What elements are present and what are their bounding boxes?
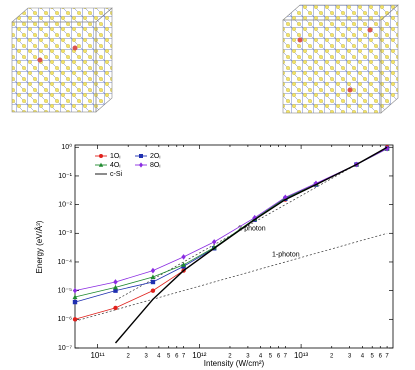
- legend-label: c-Si: [110, 171, 123, 178]
- x-tick-label: 5: [269, 354, 273, 360]
- x-tick-label: 3: [144, 354, 148, 360]
- marker: [113, 284, 118, 290]
- legend-marker: [139, 154, 143, 158]
- marker: [113, 305, 118, 311]
- y-tick-label: 10⁻⁴: [58, 259, 73, 266]
- structure-left: [11, 7, 113, 113]
- plot-frame: [74, 144, 394, 349]
- x-tick-label: 3: [348, 354, 352, 360]
- y-tick-label: 10⁻⁵: [58, 287, 72, 294]
- reference-line: [74, 232, 388, 322]
- x-tick-label: 6: [277, 354, 281, 360]
- x-tick-label: 5: [167, 354, 171, 360]
- y-tick-label: 10⁻²: [58, 201, 72, 208]
- structure-right: [282, 4, 399, 114]
- y-tick-label: 10⁰: [61, 143, 72, 151]
- x-tick-label: 2: [228, 354, 232, 360]
- legend-marker: [139, 162, 143, 168]
- marker: [150, 279, 156, 285]
- legend-label: 8Oᵢ: [150, 162, 160, 169]
- x-tick-label: 4: [259, 354, 263, 360]
- marker: [150, 274, 156, 279]
- x-tick-label: 4: [157, 354, 161, 360]
- x-axis-label: Intensity (W/cm²): [204, 359, 265, 368]
- legend-label: 4Oᵢ: [110, 162, 120, 169]
- y-tick-label: 10⁻¹: [58, 173, 72, 180]
- y-tick-label: 10⁻⁶: [58, 316, 72, 323]
- marker: [150, 267, 156, 274]
- x-tick-label: 7: [284, 354, 288, 360]
- x-tick-label: 10¹¹: [90, 351, 105, 360]
- marker: [181, 262, 186, 267]
- x-tick-label: 6: [175, 354, 179, 360]
- x-tick-label: 5: [371, 354, 375, 360]
- legend-marker: [99, 154, 103, 158]
- marker: [113, 279, 118, 285]
- reference-label: 1-photon: [272, 251, 300, 258]
- x-tick-label: 7: [182, 354, 186, 360]
- x-tick-label: 6: [379, 354, 383, 360]
- marker: [72, 294, 78, 299]
- y-tick-label: 10⁻³: [58, 230, 72, 237]
- y-axis-label: Energy (eV/Å³): [35, 220, 44, 273]
- x-tick-label: 2: [330, 354, 334, 360]
- x-tick-label: 7: [385, 354, 389, 360]
- marker: [72, 317, 78, 322]
- legend-marker: [98, 162, 104, 167]
- marker: [212, 239, 217, 245]
- x-tick-label: 4: [361, 354, 365, 360]
- x-tick-label: 3: [246, 354, 250, 360]
- marker: [150, 288, 156, 293]
- series-line: [114, 146, 388, 344]
- x-tick-label: 10¹³: [294, 351, 309, 360]
- legend-label: 2Oᵢ: [150, 153, 160, 160]
- marker: [72, 299, 78, 305]
- marker: [181, 254, 186, 260]
- y-tick-label: 10⁻⁷: [58, 345, 72, 352]
- x-tick-label: 10¹²: [192, 351, 207, 360]
- legend-label: 1Oᵢ: [110, 153, 120, 160]
- marker: [72, 287, 78, 294]
- reference-label: 2-photon: [238, 225, 266, 232]
- marker: [113, 288, 118, 293]
- marker: [252, 214, 257, 221]
- x-tick-label: 2: [127, 354, 131, 360]
